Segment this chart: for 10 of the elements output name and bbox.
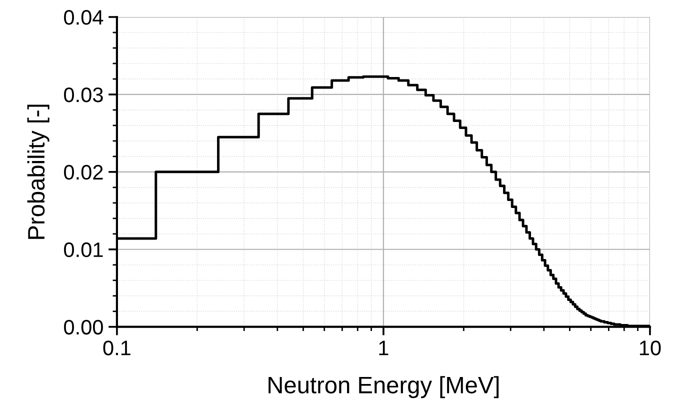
x-tick-label: 0.1 (103, 340, 130, 356)
x-tick-label: 10 (640, 340, 661, 356)
y-axis-title: Probability [-] (27, 104, 50, 239)
y-tick-label: 0.01 (64, 242, 103, 258)
y-tick-label: 0.04 (64, 10, 104, 25)
y-tick-label: 0.02 (64, 164, 103, 180)
x-tick-label: 1 (379, 340, 388, 356)
y-tick-label: 0.03 (64, 87, 103, 102)
x-axis-title: Neutron Energy [MeV] (268, 376, 499, 398)
y-tick-label: 0.00 (64, 320, 103, 335)
